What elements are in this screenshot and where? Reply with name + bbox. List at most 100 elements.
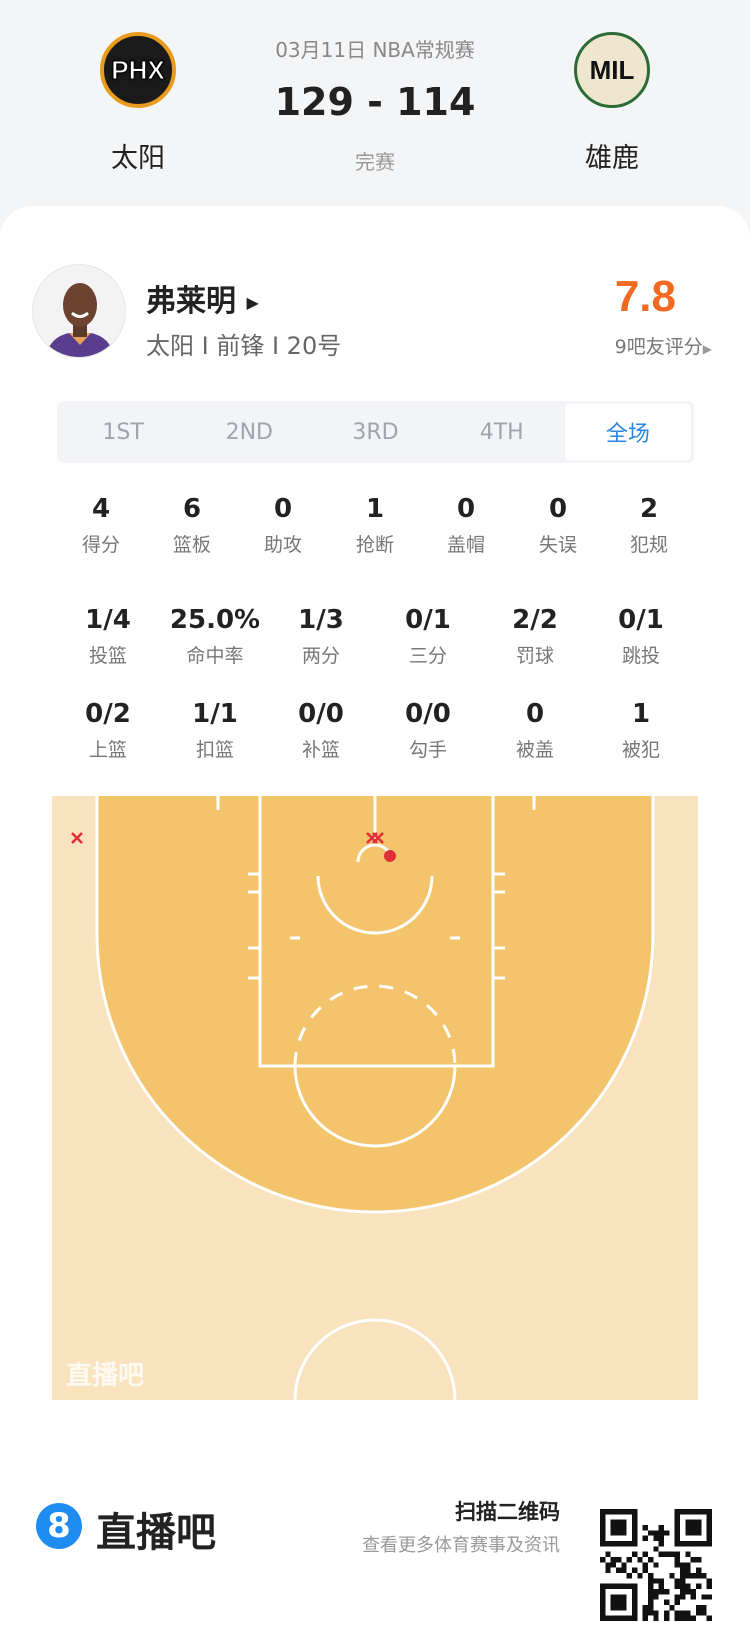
- stat-item: 1 被犯: [586, 699, 696, 762]
- missed-shot-marker: [372, 832, 384, 844]
- period-tabs: 1ST 2ND 3RD 4TH 全场: [57, 401, 694, 463]
- player-name: 弗莱明: [146, 284, 236, 319]
- lane-hash-marks: [248, 872, 505, 980]
- tab-2nd[interactable]: 2ND: [225, 419, 273, 445]
- stat-label: 抢断: [355, 534, 394, 556]
- stat-label: 盖帽: [446, 534, 485, 556]
- stat-label: 补篮: [301, 739, 340, 761]
- stat-item: 1/3 两分: [266, 605, 376, 668]
- rating-link[interactable]: 9吧友评分▶: [615, 332, 712, 359]
- stat-label: 被盖: [515, 739, 554, 761]
- away-team-name: 雄鹿: [585, 143, 639, 174]
- stat-item: 0/0 勾手: [373, 699, 483, 762]
- stat-item: 25.0% 命中率: [160, 605, 270, 668]
- stat-value: 0/0: [405, 699, 451, 729]
- phx-team-logo[interactable]: PHX: [100, 32, 176, 108]
- stat-label: 三分: [408, 645, 447, 667]
- stat-label: 命中率: [186, 645, 244, 667]
- stat-item: 0/0 补篮: [266, 699, 376, 762]
- stat-value: 6: [182, 494, 202, 524]
- stat-item: 0 助攻: [228, 494, 338, 557]
- stat-value: 1/3: [298, 605, 344, 635]
- mil-team-logo[interactable]: MIL: [574, 32, 650, 108]
- player-avatar[interactable]: [32, 264, 126, 358]
- tab-full-game[interactable]: 全场: [564, 404, 692, 460]
- free-throw-circle-top: [293, 984, 457, 1067]
- stat-item: 2 犯规: [594, 494, 704, 557]
- free-throw-circle-bottom: [293, 1065, 457, 1148]
- stat-item: 2/2 罚球: [480, 605, 590, 668]
- stat-item: 0 盖帽: [411, 494, 521, 557]
- shot-chart: 直播吧: [52, 796, 698, 1400]
- missed-shot-marker: [71, 832, 83, 844]
- stat-item: 4 得分: [46, 494, 156, 557]
- home-team-name: 太阳: [111, 143, 165, 174]
- stat-value: 1/1: [192, 699, 238, 729]
- stat-value: 0: [548, 494, 568, 524]
- stat-value: 0: [456, 494, 476, 524]
- stat-label: 篮板: [172, 534, 211, 556]
- stat-label: 犯规: [629, 534, 668, 556]
- stat-value: 0/1: [405, 605, 451, 635]
- game-date-league: 03月11日 NBA常规赛: [275, 38, 475, 62]
- restricted-area: [316, 875, 434, 935]
- qr-code[interactable]: [600, 1509, 712, 1621]
- stat-label: 得分: [81, 534, 120, 556]
- player-info: 太阳 I 前锋 I 20号: [146, 332, 342, 360]
- scan-qr-title: 扫描二维码: [455, 1500, 560, 1524]
- rating-label: 9吧友评分: [614, 336, 703, 358]
- stat-label: 扣篮: [195, 739, 234, 761]
- tab-4th[interactable]: 4TH: [479, 419, 524, 445]
- paint: [258, 796, 495, 1068]
- stat-value: 0/2: [85, 699, 131, 729]
- stat-item: 6 篮板: [137, 494, 247, 557]
- stat-item: 1/1 扣篮: [160, 699, 270, 762]
- stat-value: 25.0%: [169, 605, 261, 635]
- stat-item: 1 抢断: [320, 494, 430, 557]
- stat-item: 0 失误: [503, 494, 613, 557]
- stat-label: 投篮: [88, 645, 127, 667]
- game-score: 129 - 114: [274, 80, 476, 124]
- stat-value: 4: [91, 494, 111, 524]
- stat-value: 2/2: [512, 605, 558, 635]
- stat-item: 0/1 三分: [373, 605, 483, 668]
- stat-value: 1: [365, 494, 385, 524]
- stat-label: 两分: [301, 645, 340, 667]
- scan-qr-desc: 查看更多体育赛事及资讯: [362, 1535, 560, 1556]
- player-rating: 7.8: [614, 272, 676, 321]
- stat-value: 0: [273, 494, 293, 524]
- stat-value: 2: [639, 494, 659, 524]
- stat-label: 罚球: [515, 645, 554, 667]
- center-circle: [293, 1318, 457, 1400]
- court-lines: [95, 796, 655, 1400]
- stat-item: 0/1 跳投: [586, 605, 696, 668]
- stat-label: 助攻: [263, 534, 302, 556]
- stat-value: 0/0: [298, 699, 344, 729]
- top-ticks: [216, 796, 536, 810]
- stat-label: 跳投: [621, 645, 660, 667]
- stat-value: 0/1: [618, 605, 664, 635]
- stat-value: 0: [525, 699, 545, 729]
- brand-name: 直播吧: [96, 1510, 216, 1556]
- stat-label: 失误: [538, 534, 577, 556]
- brand-logo-icon: 8: [36, 1503, 82, 1549]
- stat-value: 1/4: [85, 605, 131, 635]
- stat-item: 1/4 投篮: [53, 605, 163, 668]
- stat-label: 上篮: [88, 739, 127, 761]
- three-point-area: [97, 796, 653, 1212]
- shot-markers: [71, 832, 384, 844]
- stat-value: 1: [631, 699, 651, 729]
- stat-label: 勾手: [408, 739, 447, 761]
- stat-item: 0/2 上篮: [53, 699, 163, 762]
- game-status: 完赛: [355, 150, 395, 174]
- watermark: 直播吧: [66, 1361, 144, 1391]
- three-point-line: [95, 796, 655, 1214]
- player-name-link[interactable]: 弗莱明 ▶: [146, 276, 259, 320]
- made-shot-marker: [384, 850, 396, 862]
- caret-right-icon: ▶: [246, 293, 259, 312]
- tab-1st[interactable]: 1ST: [102, 419, 144, 445]
- stat-item: 0 被盖: [480, 699, 590, 762]
- tab-3rd[interactable]: 3RD: [352, 419, 399, 445]
- caret-right-icon: ▶: [702, 342, 712, 356]
- stat-label: 被犯: [621, 739, 660, 761]
